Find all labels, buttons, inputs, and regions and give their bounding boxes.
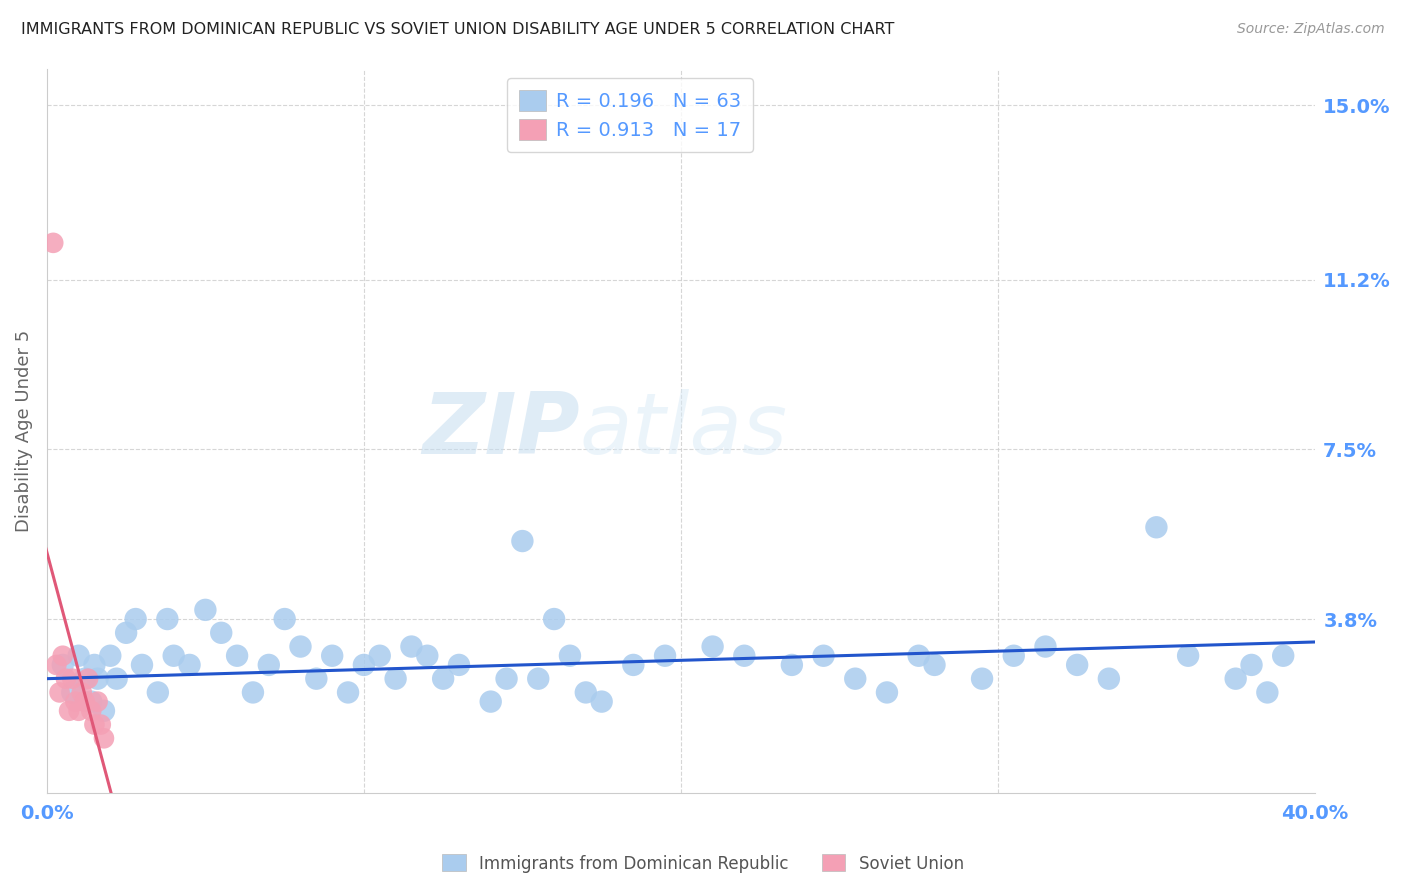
Point	[124, 612, 146, 626]
Point	[527, 672, 550, 686]
Point	[1144, 520, 1167, 534]
Point	[60, 685, 83, 699]
Point	[1066, 657, 1088, 672]
Point	[1256, 685, 1278, 699]
Point	[479, 695, 502, 709]
Point	[621, 657, 644, 672]
Point	[86, 672, 108, 686]
Point	[1035, 640, 1057, 654]
Point	[209, 625, 232, 640]
Point	[131, 657, 153, 672]
Point	[558, 648, 581, 663]
Point	[575, 685, 598, 699]
Point	[384, 672, 406, 686]
Point	[73, 672, 96, 686]
Point	[1225, 672, 1247, 686]
Point	[83, 657, 105, 672]
Point	[194, 603, 217, 617]
Point	[733, 648, 755, 663]
Point	[970, 672, 993, 686]
Point	[73, 695, 96, 709]
Point	[115, 625, 138, 640]
Point	[654, 648, 676, 663]
Point	[290, 640, 312, 654]
Point	[813, 648, 835, 663]
Text: ZIP: ZIP	[422, 390, 579, 473]
Point	[80, 695, 103, 709]
Point	[1177, 648, 1199, 663]
Point	[55, 672, 77, 686]
Point	[257, 657, 280, 672]
Point	[90, 717, 112, 731]
Point	[48, 685, 70, 699]
Point	[93, 731, 115, 746]
Point	[179, 657, 201, 672]
Point	[337, 685, 360, 699]
Point	[52, 648, 75, 663]
Point	[368, 648, 391, 663]
Legend: Immigrants from Dominican Republic, Soviet Union: Immigrants from Dominican Republic, Sovi…	[436, 847, 970, 880]
Point	[495, 672, 517, 686]
Point	[226, 648, 249, 663]
Point	[163, 648, 186, 663]
Point	[876, 685, 898, 699]
Point	[242, 685, 264, 699]
Point	[58, 704, 80, 718]
Text: IMMIGRANTS FROM DOMINICAN REPUBLIC VS SOVIET UNION DISABILITY AGE UNDER 5 CORREL: IMMIGRANTS FROM DOMINICAN REPUBLIC VS SO…	[21, 22, 894, 37]
Point	[60, 672, 83, 686]
Point	[907, 648, 929, 663]
Point	[1002, 648, 1025, 663]
Point	[416, 648, 439, 663]
Point	[1098, 672, 1121, 686]
Point	[447, 657, 470, 672]
Point	[156, 612, 179, 626]
Point	[1240, 657, 1263, 672]
Point	[105, 672, 128, 686]
Point	[844, 672, 866, 686]
Point	[780, 657, 803, 672]
Point	[591, 695, 613, 709]
Point	[321, 648, 343, 663]
Point	[353, 657, 375, 672]
Point	[543, 612, 565, 626]
Point	[98, 648, 121, 663]
Text: atlas: atlas	[579, 390, 787, 473]
Point	[83, 717, 105, 731]
Point	[93, 704, 115, 718]
Point	[70, 685, 93, 699]
Point	[924, 657, 946, 672]
Point	[67, 648, 90, 663]
Point	[77, 672, 100, 686]
Point	[80, 704, 103, 718]
Point	[52, 657, 75, 672]
Point	[401, 640, 423, 654]
Point	[45, 657, 67, 672]
Point	[67, 704, 90, 718]
Point	[42, 235, 65, 250]
Point	[702, 640, 724, 654]
Text: Source: ZipAtlas.com: Source: ZipAtlas.com	[1237, 22, 1385, 37]
Legend: R = 0.196   N = 63, R = 0.913   N = 17: R = 0.196 N = 63, R = 0.913 N = 17	[508, 78, 752, 152]
Point	[432, 672, 454, 686]
Point	[273, 612, 295, 626]
Point	[86, 695, 108, 709]
Point	[65, 695, 87, 709]
Y-axis label: Disability Age Under 5: Disability Age Under 5	[15, 330, 32, 532]
Point	[512, 534, 534, 549]
Point	[1272, 648, 1295, 663]
Point	[146, 685, 169, 699]
Point	[305, 672, 328, 686]
